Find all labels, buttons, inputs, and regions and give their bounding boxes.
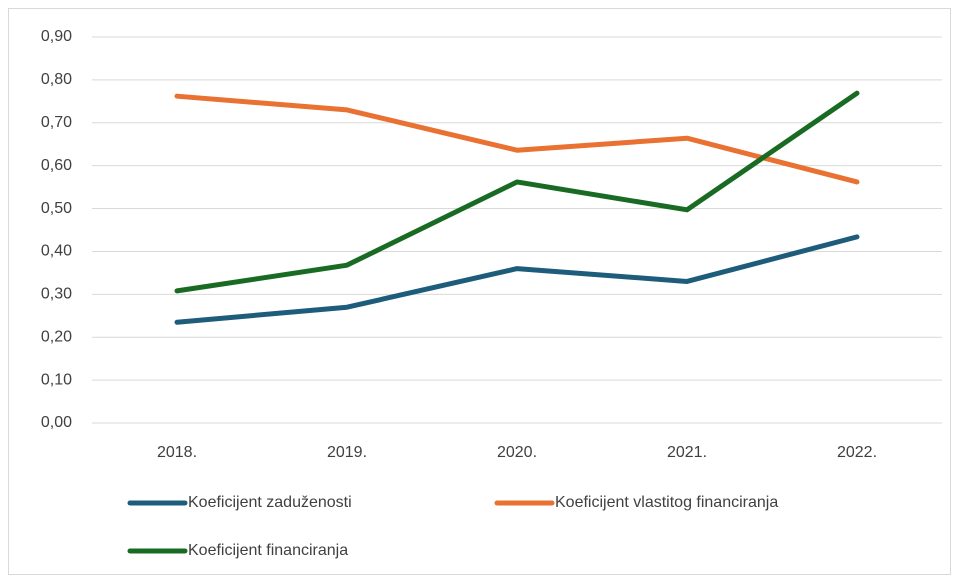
y-tick-label: 0,60: [41, 157, 72, 174]
x-tick-label: 2019.: [327, 444, 367, 461]
x-tick-label: 2022.: [837, 444, 877, 461]
y-tick-label: 0,40: [41, 243, 72, 260]
y-tick-label: 0,70: [41, 114, 72, 131]
legend-label: Koeficijent vlastitog financiranja: [555, 494, 778, 511]
chart-border: [8, 8, 951, 575]
x-tick-label: 2021.: [667, 444, 707, 461]
y-tick-label: 0,30: [41, 286, 72, 303]
series-line: [174, 234, 860, 325]
series-line: [174, 93, 860, 185]
legend-label: Koeficijent financiranja: [188, 542, 348, 559]
y-tick-label: 0,90: [41, 28, 72, 45]
x-tick-label: 2020.: [497, 444, 537, 461]
y-tick-label: 0,00: [41, 414, 72, 431]
legend-label: Koeficijent zaduženosti: [188, 494, 352, 511]
y-tick-label: 0,50: [41, 200, 72, 217]
y-tick-label: 0,80: [41, 71, 72, 88]
x-tick-label: 2018.: [157, 444, 197, 461]
y-tick-label: 0,20: [41, 328, 72, 345]
series-line: [174, 90, 860, 294]
y-tick-label: 0,10: [41, 371, 72, 388]
